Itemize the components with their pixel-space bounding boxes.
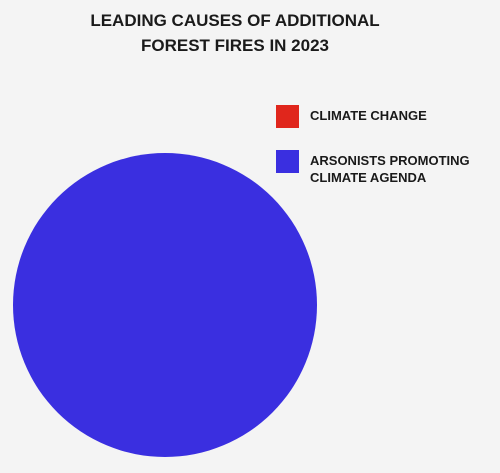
legend-label: ARSONISTS PROMOTING CLIMATE AGENDA [310,153,470,185]
pie-slice [13,153,317,457]
legend-swatch [276,150,299,173]
legend-swatch [276,105,299,128]
chart-title: LEADING CAUSES OF ADDITIONAL FOREST FIRE… [90,11,380,55]
legend-label: CLIMATE CHANGE [310,108,427,123]
